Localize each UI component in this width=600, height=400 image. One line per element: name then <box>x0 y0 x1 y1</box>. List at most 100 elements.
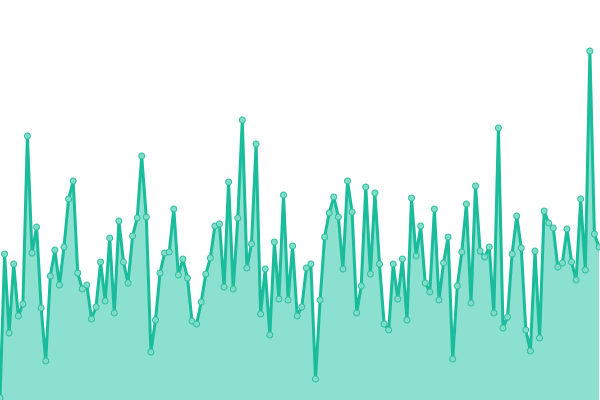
data-point-28 <box>124 279 132 287</box>
data-point-74 <box>334 213 342 221</box>
data-point-48 <box>215 220 223 228</box>
data-point-92 <box>417 222 425 230</box>
data-point-67 <box>302 264 310 272</box>
data-point-38 <box>170 205 178 213</box>
data-point-69 <box>312 375 320 383</box>
data-point-4 <box>14 312 22 320</box>
data-point-98 <box>444 233 452 241</box>
data-point-32 <box>142 213 150 221</box>
data-point-43 <box>193 320 201 328</box>
data-point-105 <box>476 247 484 255</box>
data-point-2 <box>5 329 13 337</box>
data-point-35 <box>156 269 164 277</box>
data-point-10 <box>42 357 50 365</box>
data-point-5 <box>19 300 27 308</box>
data-point-63 <box>284 296 292 304</box>
data-point-97 <box>440 259 448 267</box>
data-point-102 <box>462 200 470 208</box>
data-point-127 <box>577 195 585 203</box>
data-point-17 <box>74 269 82 277</box>
area-fill <box>0 51 599 400</box>
data-point-73 <box>330 193 338 201</box>
data-point-82 <box>371 189 379 197</box>
data-point-34 <box>151 316 159 324</box>
data-point-51 <box>229 285 237 293</box>
data-point-53 <box>238 116 246 124</box>
data-point-44 <box>197 298 205 306</box>
data-point-40 <box>179 255 187 263</box>
data-point-111 <box>504 313 512 321</box>
data-point-59 <box>266 331 274 339</box>
data-point-9 <box>37 304 45 312</box>
data-point-120 <box>545 219 553 227</box>
data-point-14 <box>60 243 68 251</box>
data-point-62 <box>279 191 287 199</box>
data-point-107 <box>485 243 493 251</box>
data-point-19 <box>83 281 91 289</box>
data-point-103 <box>467 299 475 307</box>
data-point-18 <box>78 285 86 293</box>
data-point-70 <box>316 296 324 304</box>
data-point-118 <box>536 334 544 342</box>
data-point-80 <box>362 183 370 191</box>
data-point-128 <box>581 266 589 274</box>
data-point-41 <box>183 274 191 282</box>
data-point-83 <box>376 260 384 268</box>
data-point-12 <box>51 246 59 254</box>
data-point-60 <box>270 238 278 246</box>
data-point-121 <box>549 224 557 232</box>
data-point-26 <box>115 217 123 225</box>
data-point-0 <box>0 394 4 400</box>
data-point-65 <box>293 312 301 320</box>
data-point-71 <box>321 233 329 241</box>
data-point-113 <box>513 212 521 220</box>
data-point-8 <box>33 223 41 231</box>
series-line <box>0 49 600 399</box>
data-point-100 <box>453 282 461 290</box>
data-point-29 <box>129 232 137 240</box>
data-point-58 <box>261 265 269 273</box>
data-point-77 <box>348 208 356 216</box>
data-point-20 <box>87 315 95 323</box>
data-point-33 <box>147 348 155 356</box>
data-point-72 <box>325 209 333 217</box>
data-point-78 <box>353 309 361 317</box>
data-point-61 <box>275 295 283 303</box>
data-point-16 <box>69 177 77 185</box>
data-point-124 <box>563 225 571 233</box>
data-point-21 <box>92 303 100 311</box>
data-point-23 <box>101 297 109 305</box>
data-point-56 <box>252 140 260 148</box>
data-point-119 <box>540 207 548 215</box>
data-point-68 <box>307 260 315 268</box>
data-point-55 <box>247 240 255 248</box>
data-point-122 <box>554 263 562 271</box>
data-point-112 <box>508 250 516 258</box>
data-point-123 <box>558 259 566 267</box>
data-point-7 <box>28 249 36 257</box>
data-point-57 <box>257 310 265 318</box>
data-point-85 <box>385 326 393 334</box>
data-point-104 <box>472 182 480 190</box>
data-point-101 <box>458 248 466 256</box>
data-point-81 <box>366 270 374 278</box>
data-point-64 <box>289 242 297 250</box>
data-point-114 <box>517 244 525 252</box>
data-point-54 <box>243 264 251 272</box>
data-point-11 <box>46 272 54 280</box>
data-point-115 <box>522 326 530 334</box>
data-point-30 <box>133 214 141 222</box>
data-point-46 <box>206 254 214 262</box>
data-point-131 <box>595 243 600 251</box>
data-point-39 <box>174 271 182 279</box>
data-point-1 <box>1 250 9 258</box>
data-point-31 <box>138 152 146 160</box>
data-point-25 <box>110 309 118 317</box>
data-point-27 <box>119 258 127 266</box>
data-point-90 <box>408 194 416 202</box>
data-point-108 <box>490 309 498 317</box>
data-point-49 <box>220 283 228 291</box>
data-point-45 <box>202 270 210 278</box>
data-point-126 <box>572 276 580 284</box>
